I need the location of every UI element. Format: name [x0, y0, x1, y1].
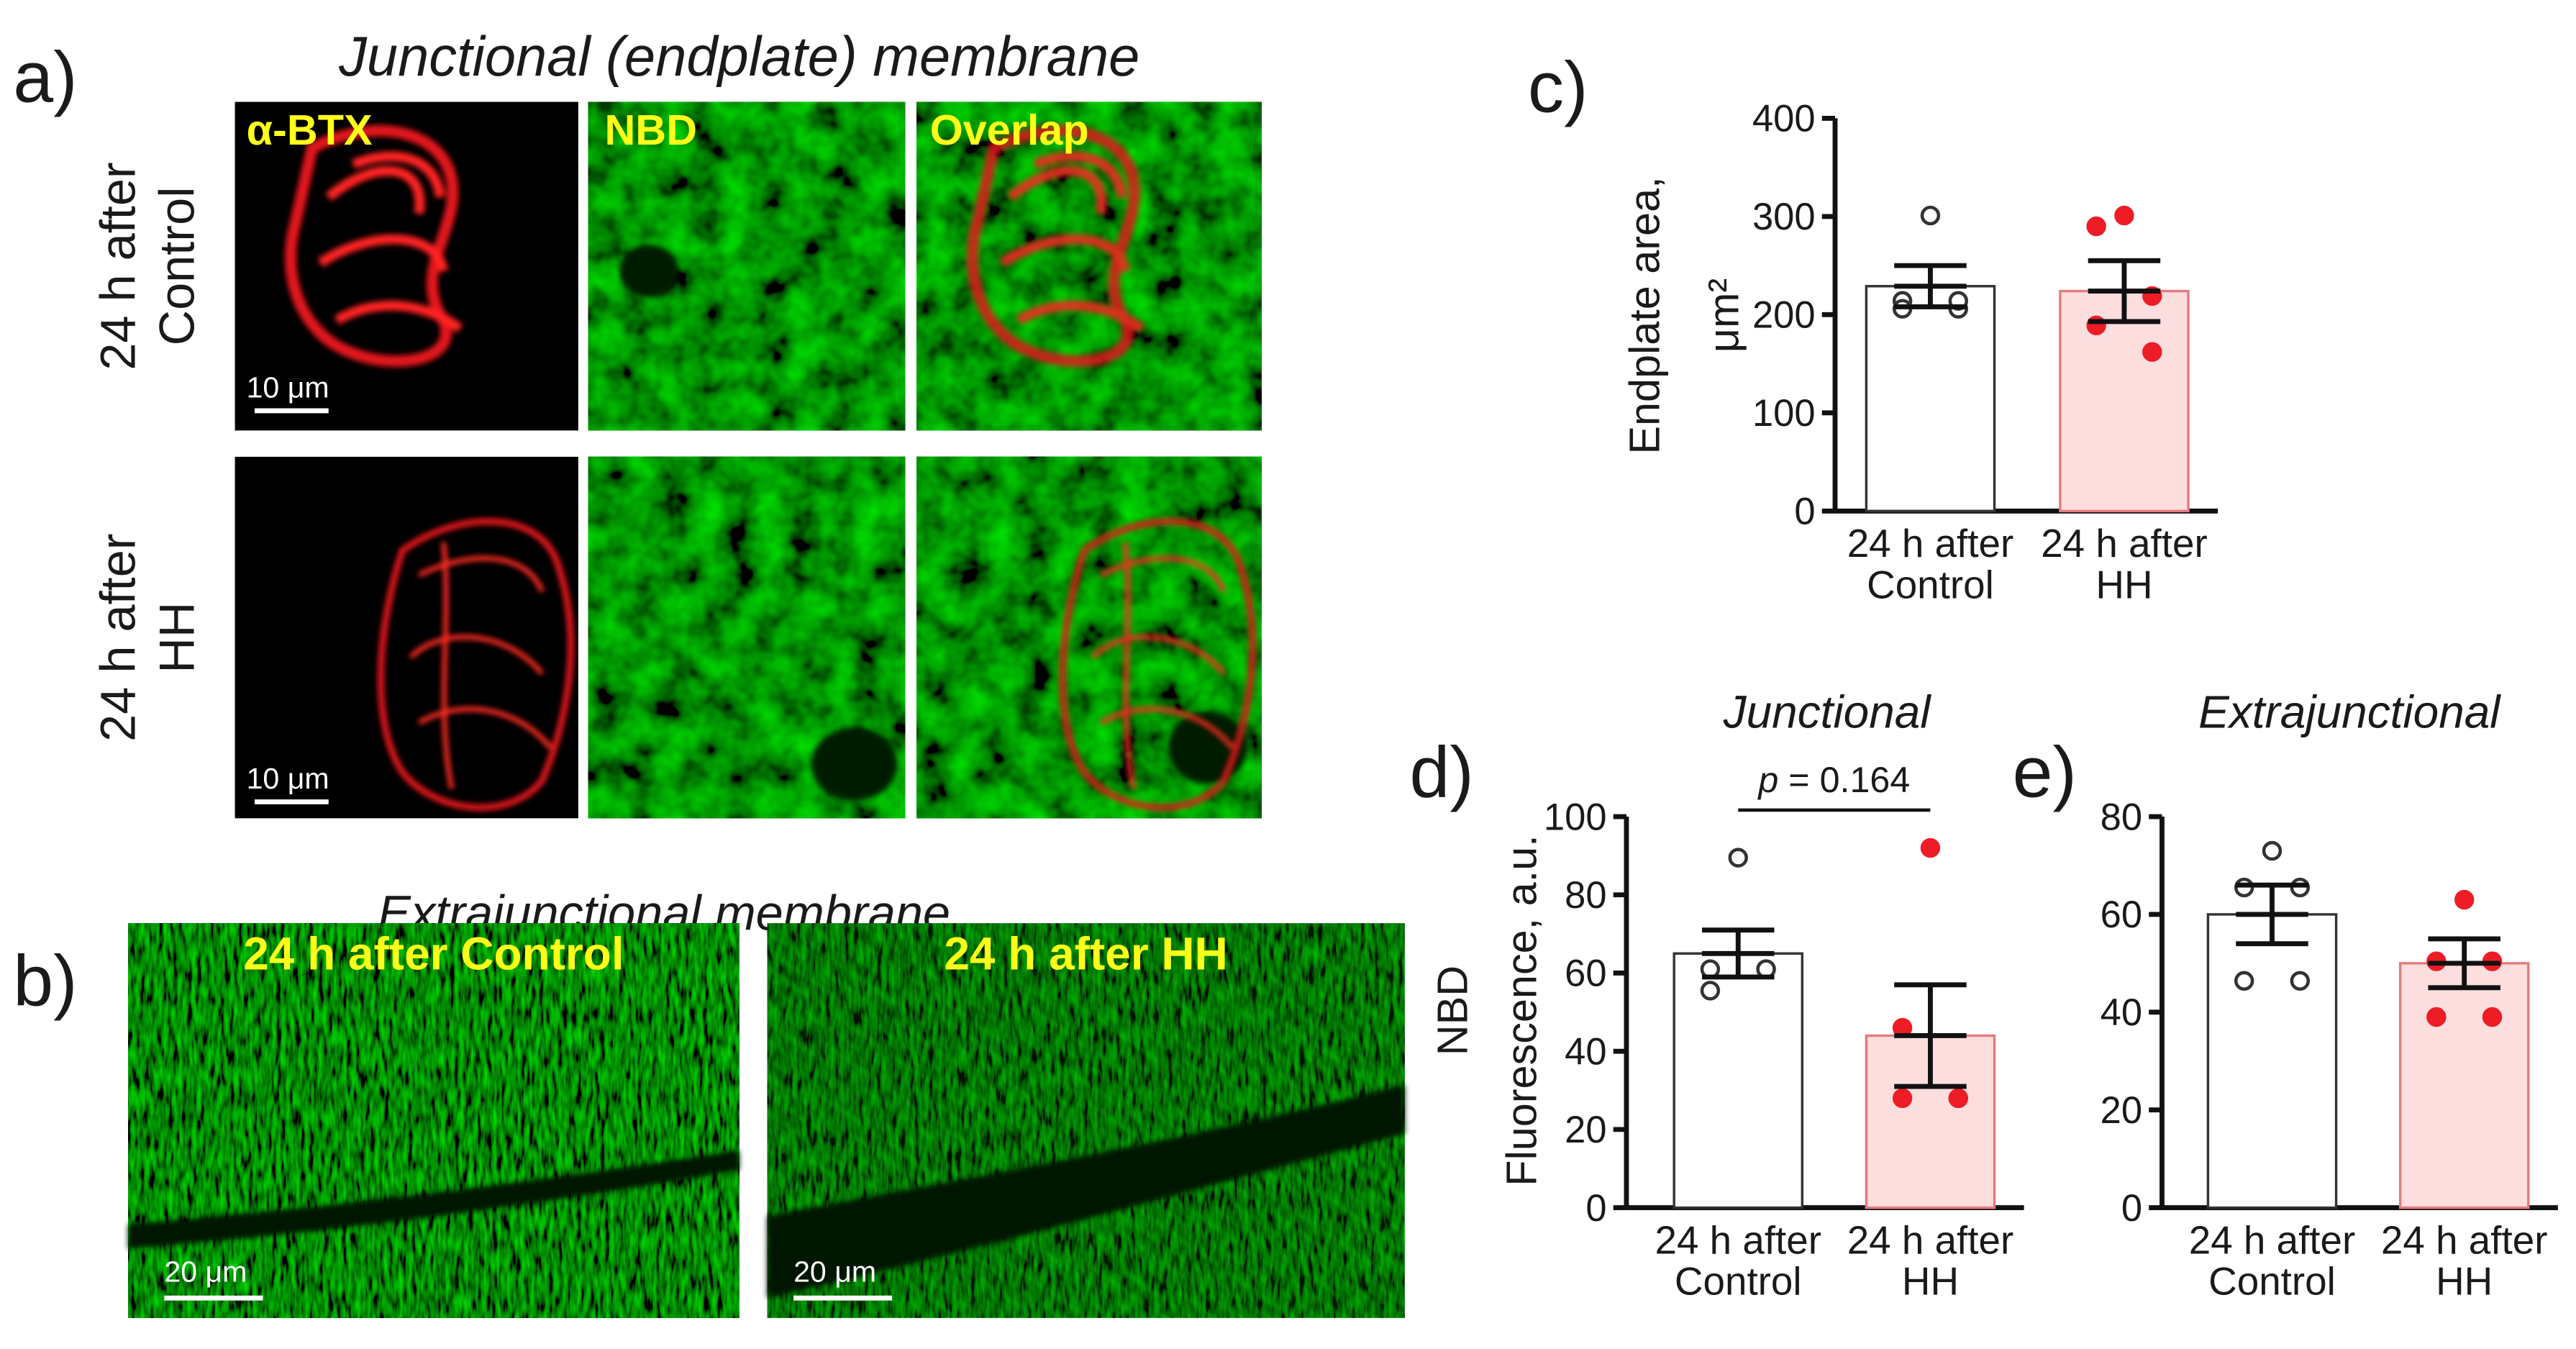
error-bar — [2088, 258, 2161, 324]
x-tick-label: 24 h after Control — [1655, 1218, 1821, 1304]
y-tick-label: 40 — [2101, 991, 2142, 1034]
image-label: 24 h after HH — [944, 927, 1227, 979]
data-point — [2290, 971, 2311, 991]
micrograph-grid — [235, 101, 1262, 819]
panel-label: b) — [13, 941, 77, 1022]
data-point — [2114, 205, 2134, 226]
error-bar — [1894, 263, 1967, 309]
data-point — [1728, 848, 1748, 868]
bar — [1672, 952, 1804, 1209]
data-point — [1920, 837, 1941, 858]
error-bar — [2236, 882, 2308, 947]
y-tick-label: 0 — [2121, 1187, 2142, 1230]
y-tick-label: 200 — [1752, 294, 1816, 337]
data-point — [1700, 981, 1721, 1001]
image-label: Overlap — [930, 106, 1089, 154]
y-tick-label: 300 — [1752, 196, 1816, 238]
data-point — [2482, 1007, 2503, 1027]
panel-title: Junctional (endplate) membrane — [338, 26, 1139, 88]
panel-label: e) — [2013, 732, 2077, 813]
micrograph-pair — [128, 923, 1405, 1318]
data-point — [2262, 840, 2283, 861]
x-tick-label: 24 h after HH — [2381, 1218, 2548, 1304]
y-tick-label: 100 — [1544, 796, 1607, 838]
error-bar — [1702, 927, 1775, 980]
scale-bar-label: 10 μm — [247, 371, 329, 404]
y-tick-label: 100 — [1752, 392, 1816, 435]
bar — [1865, 285, 1996, 512]
scale-bar-label: 20 μm — [164, 1255, 247, 1288]
annotation: p = 0.164 — [1757, 760, 1910, 800]
image-label: α-BTX — [247, 106, 373, 154]
image-label: 24 h after Control — [243, 927, 624, 979]
y-tick-label: 60 — [1565, 953, 1606, 995]
data-point — [2234, 971, 2254, 991]
y-axis-label: μm² — [1699, 278, 1747, 353]
data-point — [2142, 342, 2162, 362]
y-tick-label: 80 — [2101, 796, 2142, 838]
data-point — [1920, 205, 1941, 226]
y-tick-label: 0 — [1585, 1187, 1606, 1230]
panel-label: a) — [13, 37, 77, 118]
bar — [2206, 913, 2338, 1209]
data-point — [1892, 1088, 1913, 1109]
image-label: NBD — [604, 106, 697, 154]
x-tick-label: 24 h after HH — [2041, 521, 2208, 607]
error-bar — [2428, 936, 2500, 991]
y-tick-label: 80 — [1565, 874, 1606, 917]
panel-label: d) — [1410, 732, 1474, 813]
y-tick-label: 40 — [1565, 1030, 1606, 1073]
data-point — [2086, 216, 2106, 237]
scale-bar-label: 10 μm — [247, 762, 329, 795]
x-tick-label: 24 h after Control — [2189, 1218, 2356, 1304]
data-point — [1948, 1088, 1968, 1109]
data-point — [2454, 889, 2475, 910]
y-tick-label: 400 — [1752, 98, 1816, 140]
y-tick-label: 20 — [2101, 1089, 2142, 1132]
y-axis-label: NBD — [1428, 966, 1476, 1055]
y-tick-label: 60 — [2101, 894, 2142, 936]
y-tick-label: 0 — [1794, 491, 1815, 533]
y-axis-label: Endplate area, — [1621, 176, 1669, 454]
chart-title: Junctional — [1723, 686, 1932, 738]
x-tick-label: 24 h after Control — [1847, 521, 2014, 607]
error-bar — [1894, 982, 1967, 1089]
panel-label: c) — [1528, 47, 1588, 127]
row-label: 24 h after HH — [90, 533, 204, 741]
bar — [2398, 962, 2530, 1209]
scale-bar-label: 20 μm — [793, 1255, 876, 1288]
y-tick-label: 20 — [1565, 1109, 1606, 1151]
data-point — [2426, 1007, 2447, 1027]
y-axis-label: Fluorescence, a.u. — [1497, 835, 1545, 1186]
bar — [2059, 289, 2190, 512]
x-tick-label: 24 h after HH — [1847, 1218, 2014, 1304]
row-label: 24 h after Control — [90, 162, 204, 370]
chart-title: Extrajunctional — [2198, 686, 2501, 738]
